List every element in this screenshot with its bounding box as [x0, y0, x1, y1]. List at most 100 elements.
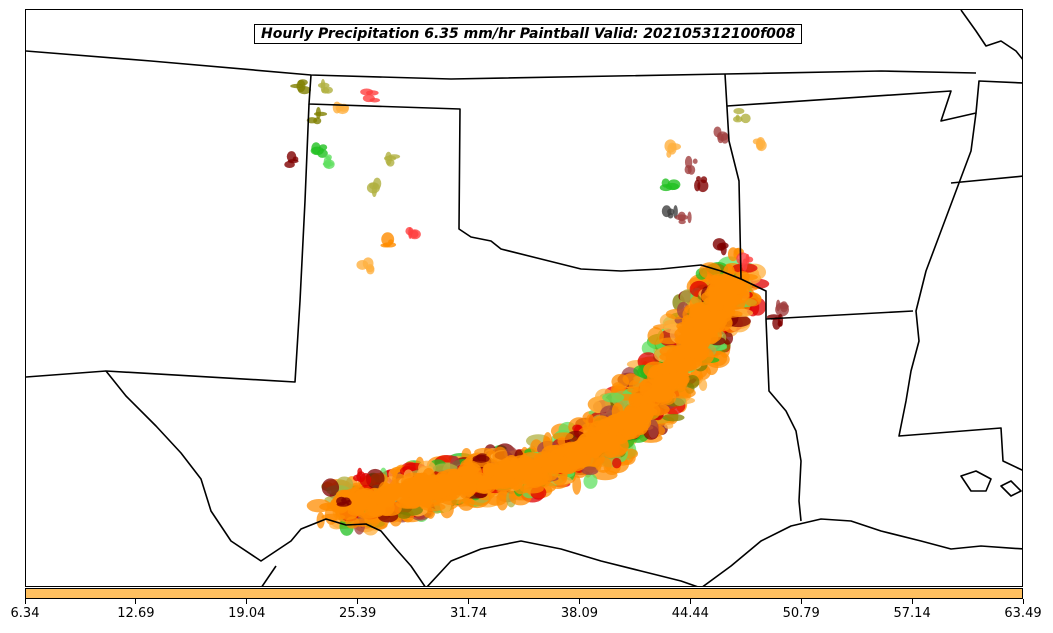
precip-blob — [346, 499, 352, 506]
precip-blob — [673, 205, 678, 219]
colorbar-tick-mark — [1022, 599, 1024, 604]
colorbar-tick-label: 25.39 — [339, 606, 377, 621]
colorbar-tick-mark — [800, 599, 802, 604]
precip-blob — [740, 113, 751, 124]
precip-blob — [692, 158, 698, 164]
precip-blob — [670, 387, 696, 399]
precip-blob — [335, 476, 354, 492]
precip-blob — [404, 496, 422, 509]
precip-blob — [321, 478, 340, 497]
precip-blob — [335, 502, 360, 520]
precip-blob — [735, 114, 740, 121]
precip-blob — [705, 310, 732, 324]
precip-blob — [580, 436, 606, 456]
colorbar-tick-label: 50.79 — [782, 606, 820, 621]
precip-blob — [552, 432, 574, 441]
precip-blob — [526, 459, 542, 476]
precip-blob — [612, 457, 622, 469]
precip-blob — [391, 483, 408, 497]
precip-blob — [607, 413, 630, 428]
precip-blob — [405, 227, 414, 236]
precip-blob — [687, 211, 692, 224]
precip-blob — [756, 138, 764, 151]
precip-blob — [365, 468, 385, 489]
colorbar-tick-mark — [578, 599, 580, 604]
colorbar-tick-mark — [357, 599, 359, 604]
precip-blob — [677, 211, 686, 222]
precip-blob — [336, 104, 349, 115]
precip-blob — [665, 182, 679, 191]
precip-blob — [385, 151, 392, 166]
colorbar-tick-label: 19.04 — [228, 606, 266, 621]
colorado-kansas-north-border — [26, 50, 977, 80]
state-boundaries — [26, 10, 1022, 586]
colorbar-tick-mark — [689, 599, 691, 604]
colorbar-tick-mark — [911, 599, 913, 604]
precip-blob — [719, 242, 729, 249]
precip-blob — [315, 107, 321, 119]
precip-blob — [458, 465, 477, 479]
map-title: Hourly Precipitation 6.35 mm/hr Paintbal… — [254, 24, 803, 44]
precip-blob — [496, 490, 509, 511]
precip-blob — [380, 243, 391, 248]
precip-blob — [581, 466, 599, 476]
precip-blob — [592, 415, 610, 428]
precip-blob — [322, 161, 334, 167]
gulf-coastline — [426, 518, 1022, 586]
precip-blob — [721, 280, 740, 298]
mississippi-river — [898, 112, 1022, 471]
precip-blob — [362, 257, 374, 270]
precip-blob — [622, 373, 641, 386]
precip-blob — [297, 86, 311, 95]
precip-blob — [772, 316, 781, 330]
precip-blob — [746, 256, 754, 263]
oklahoma-east-border — [724, 73, 802, 522]
precip-blob — [357, 467, 363, 476]
colorbar-tick-mark — [135, 599, 137, 604]
precip-blob — [621, 426, 641, 440]
precip-blob — [447, 473, 462, 488]
colorbar-tick-mark — [468, 599, 470, 604]
precip-blob — [352, 474, 362, 482]
precip-blob — [684, 155, 693, 169]
precip-blob — [667, 208, 675, 216]
precip-blob — [559, 456, 570, 475]
map-panel: Hourly Precipitation 6.35 mm/hr Paintbal… — [25, 9, 1023, 587]
precip-blob — [735, 271, 750, 283]
colorbar-tick-label: 63.49 — [1004, 606, 1042, 621]
map-canvas — [26, 10, 1022, 586]
precip-blob — [476, 479, 493, 494]
precip-blob — [420, 489, 434, 508]
precip-blob — [359, 472, 372, 487]
precip-blob — [360, 88, 374, 96]
precip-blob — [325, 154, 332, 161]
precip-blob — [665, 372, 685, 385]
colorbar-tick-mark — [246, 599, 248, 604]
colorbar-tick-label: 6.34 — [10, 606, 40, 621]
precip-blob — [775, 302, 789, 317]
precip-blob — [458, 496, 475, 511]
precip-blob — [317, 149, 328, 158]
colorbar-tick-label: 57.14 — [893, 606, 931, 621]
precip-blob — [641, 341, 656, 356]
precipitation-paintball-layer — [284, 78, 789, 536]
precip-blob — [472, 454, 490, 463]
precip-blob — [698, 379, 708, 392]
northeast-corner-border — [960, 10, 1022, 60]
arkansas-south-border — [765, 310, 914, 320]
precip-blob — [317, 82, 330, 89]
louisiana-islands — [960, 470, 1022, 497]
texas-lower-border — [261, 565, 277, 586]
precip-blob — [735, 248, 740, 255]
colorbar-tick-label: 38.09 — [560, 606, 599, 621]
arkansas-border — [726, 80, 1022, 122]
precip-blob — [572, 475, 582, 495]
precip-blob — [323, 86, 333, 94]
precip-blob — [306, 117, 318, 124]
precip-blob — [287, 159, 299, 164]
precip-blob — [362, 94, 375, 103]
precip-blob — [717, 133, 724, 144]
precip-blob — [373, 177, 382, 190]
precip-blob — [498, 457, 522, 476]
precip-blob — [545, 456, 563, 465]
